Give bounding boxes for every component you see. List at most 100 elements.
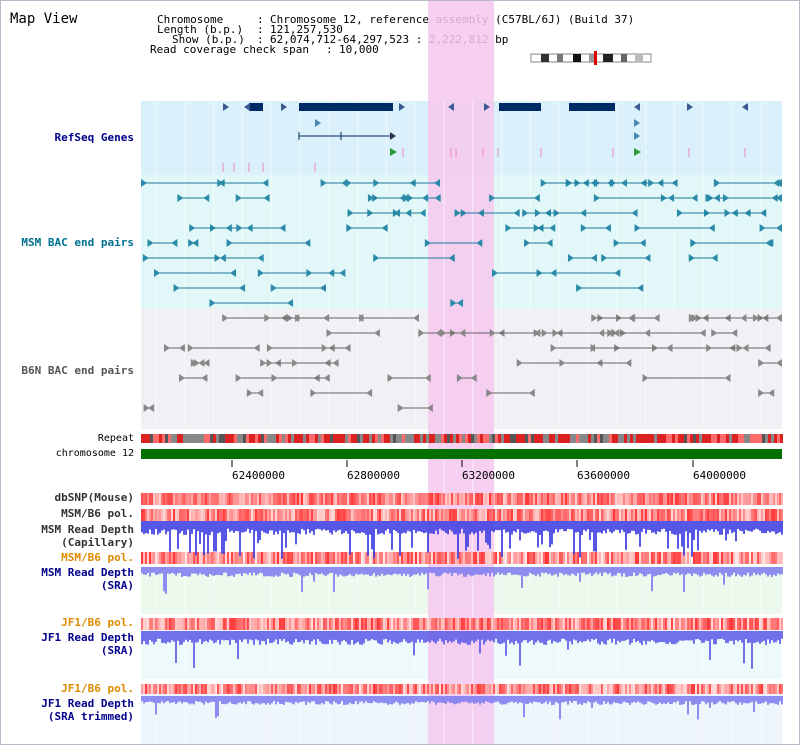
heat-cell [407, 552, 409, 564]
heat-cell [713, 509, 715, 521]
heat-cell [187, 493, 189, 505]
gene-arrow [244, 103, 250, 111]
depth-bar [403, 567, 405, 574]
heat-cell [431, 552, 433, 564]
heat-cell [725, 618, 727, 630]
heat-cell [511, 618, 513, 630]
depth-bar [733, 567, 735, 573]
heat-cell [677, 552, 679, 564]
msm-read-depth-sra-label[interactable]: MSM Read Depth [41, 566, 134, 579]
depth-bar [363, 521, 365, 533]
depth-bar [147, 521, 149, 534]
depth-bar [381, 521, 383, 533]
depth-bar [541, 567, 543, 573]
msm-read-depth-capillary-label[interactable]: MSM Read Depth [41, 523, 134, 536]
depth-bar [397, 567, 399, 575]
repeat-segment [510, 434, 513, 443]
repeat-segment [630, 434, 633, 443]
heat-cell [531, 552, 533, 564]
jf1-b6-pol-label-2[interactable]: JF1/B6 pol. [61, 682, 134, 695]
heat-cell [731, 618, 733, 630]
heat-cell [695, 552, 697, 564]
depth-bar [723, 521, 725, 529]
heat-cell [775, 684, 777, 694]
heat-cell [543, 552, 545, 564]
heat-cell [573, 552, 575, 564]
depth-bar [695, 521, 697, 530]
depth-bar [357, 696, 359, 705]
repeat-segment [186, 434, 189, 443]
heat-cell [339, 552, 341, 564]
heat-cell [405, 684, 407, 694]
depth-bar [241, 521, 243, 533]
depth-bar [497, 567, 499, 573]
heat-cell [519, 618, 521, 630]
depth-bar [449, 521, 451, 530]
depth-bar [497, 631, 499, 644]
heat-cell [563, 509, 565, 521]
depth-bar [439, 567, 441, 577]
depth-bar [673, 696, 675, 703]
depth-bar [627, 696, 629, 703]
depth-bar [773, 521, 775, 532]
depth-bar [221, 567, 223, 576]
heat-cell [301, 552, 303, 564]
depth-bar [407, 521, 409, 531]
heat-cell [427, 618, 429, 630]
depth-bar [201, 567, 203, 575]
heat-cell [467, 618, 469, 630]
depth-bar [769, 567, 771, 575]
depth-bar [455, 631, 457, 640]
depth-bar [637, 567, 639, 576]
depth-bar [431, 567, 433, 574]
dbsnp-label[interactable]: dbSNP(Mouse) [54, 491, 134, 504]
depth-bar [263, 521, 265, 533]
heat-cell [263, 552, 265, 564]
heat-cell [647, 684, 649, 694]
jf1-read-depth-trimmed-label[interactable]: JF1 Read Depth [41, 697, 134, 710]
heat-cell [459, 618, 461, 630]
depth-bar [161, 521, 163, 531]
repeat-segment [603, 434, 606, 443]
repeat-segment [438, 434, 441, 443]
heat-cell [269, 618, 271, 630]
heat-cell [655, 618, 657, 630]
jf1-read-depth-sra-label[interactable]: JF1 Read Depth [41, 631, 134, 644]
depth-bar [527, 696, 529, 705]
repeat-segment [699, 434, 702, 443]
b6n-bac-label[interactable]: B6N BAC end pairs [21, 364, 134, 377]
repeat-segment [480, 434, 483, 443]
depth-bar [721, 567, 723, 575]
depth-bar [471, 521, 473, 533]
msm-read-depth-capillary-sub: (Capillary) [61, 536, 134, 549]
heat-cell [253, 493, 255, 505]
heat-cell [549, 552, 551, 564]
heat-cell [745, 552, 747, 564]
msm-b6-pol-label-1[interactable]: MSM/B6 pol. [61, 507, 134, 520]
heat-cell [529, 684, 531, 694]
depth-bar [577, 631, 579, 644]
heat-cell [751, 618, 753, 630]
depth-bar [327, 567, 329, 575]
bac-end-arrow [177, 194, 184, 202]
heat-cell [533, 493, 535, 505]
heat-cell [637, 493, 639, 505]
repeat-segment [705, 434, 708, 443]
msm-bac-label[interactable]: MSM BAC end pairs [21, 236, 134, 249]
heat-cell [587, 552, 589, 564]
depth-bar [735, 631, 737, 641]
depth-bar [555, 631, 557, 642]
heat-cell [415, 684, 417, 694]
refseq-genes-label[interactable]: RefSeq Genes [54, 131, 134, 144]
heat-cell [687, 493, 689, 505]
heat-cell [203, 618, 205, 630]
depth-bar [685, 631, 687, 641]
heat-cell [701, 552, 703, 564]
heat-cell [737, 552, 739, 564]
depth-bar [187, 567, 189, 577]
depth-bar [223, 631, 225, 641]
jf1-b6-pol-label-1[interactable]: JF1/B6 pol. [61, 616, 134, 629]
msm-b6-pol-label-2[interactable]: MSM/B6 pol. [61, 551, 134, 564]
heat-cell [765, 552, 767, 564]
